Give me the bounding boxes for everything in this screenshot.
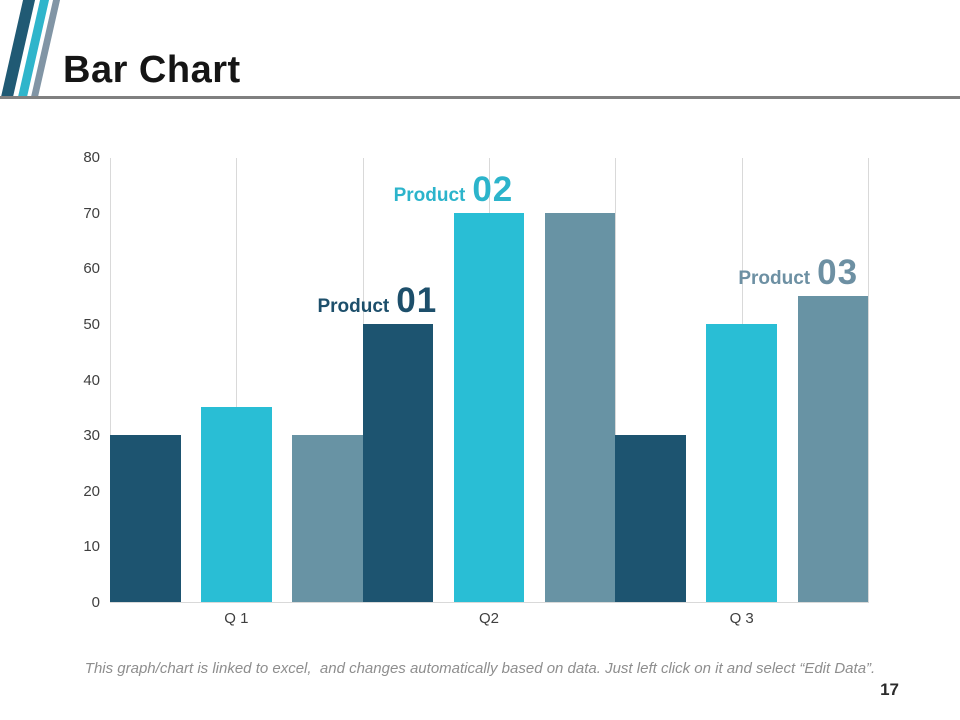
series-label-prefix: Product: [317, 295, 390, 317]
bar-product-02-q3[interactable]: [706, 323, 777, 602]
bar-product-01-q1[interactable]: [110, 435, 181, 602]
bar-product-03-q1[interactable]: [292, 435, 363, 602]
bar-chart-area[interactable]: 0 10 20 30 40 50 60 70 80 Q 1 Q2 Q 3 Product 01 Produc…: [83, 150, 869, 627]
y-axis-tick-label: 30: [83, 427, 100, 445]
gridline: [868, 158, 869, 603]
page-title: Bar Chart: [63, 49, 241, 92]
y-axis-tick-label: 50: [83, 315, 100, 333]
chart-caption: This graph/chart is linked to excel, and…: [84, 660, 876, 677]
series-label-prefix: Product: [393, 184, 466, 206]
x-axis-category-label: Q 1: [224, 610, 249, 627]
y-axis-tick-label: 0: [91, 594, 100, 611]
y-axis-tick-label: 40: [83, 371, 100, 389]
x-axis-category-label: Q2: [478, 610, 499, 627]
y-axis-tick-label: 20: [83, 482, 100, 500]
x-axis-line: [110, 602, 868, 603]
bar-product-03-q2[interactable]: [544, 212, 616, 602]
gridline: [110, 158, 111, 603]
gridline: [615, 158, 617, 603]
bar-product-02-q1[interactable]: [201, 407, 272, 602]
gridline: [236, 158, 238, 603]
series-label-number: 01: [396, 280, 438, 320]
y-axis-tick-label: 70: [83, 204, 100, 222]
series-label: Product 01: [317, 283, 437, 318]
y-axis-tick-label: 60: [83, 260, 100, 278]
series-label: Product 02: [394, 172, 514, 207]
series-label-number: 02: [472, 169, 514, 209]
x-axis-category-label: Q 3: [729, 610, 754, 627]
series-label-number: 03: [817, 253, 859, 293]
y-axis-tick-label: 80: [83, 149, 100, 166]
series-label-prefix: Product: [738, 268, 811, 290]
header-divider: [0, 96, 960, 99]
bar-product-01-q3[interactable]: [615, 435, 686, 602]
bar-product-01-q2[interactable]: [362, 323, 434, 602]
y-axis-tick-label: 10: [83, 538, 100, 556]
series-label: Product 03: [738, 255, 858, 290]
page-number: 17: [880, 680, 899, 699]
bar-product-02-q2[interactable]: [453, 212, 525, 602]
bar-product-03-q3[interactable]: [797, 296, 869, 602]
